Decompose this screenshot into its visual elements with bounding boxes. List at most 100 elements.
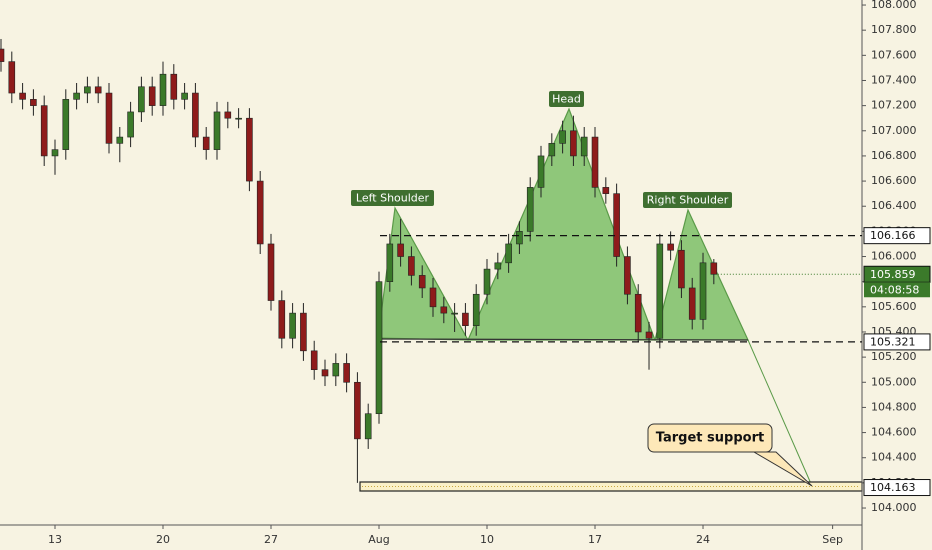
candle-body — [192, 92, 199, 138]
label-box — [643, 192, 732, 208]
candle-body — [678, 249, 685, 289]
x-tick-label: 17 — [588, 533, 602, 546]
label-box — [351, 190, 434, 206]
y-tick-label: 107.400 — [871, 73, 917, 86]
candle-body — [462, 312, 469, 326]
labels: Left Shoulder Head Right Shoulder Target… — [351, 91, 813, 487]
annotation: Right Shoulder — [647, 194, 729, 207]
y-tick-label: 106.400 — [871, 199, 917, 212]
x-tick-label: Sep — [822, 533, 843, 546]
candle-body — [364, 413, 372, 440]
x-tick-label: 24 — [696, 533, 710, 546]
candle-body — [548, 143, 556, 157]
price-tag — [863, 227, 931, 245]
y-tick-label: 104.800 — [871, 400, 917, 413]
callout — [647, 423, 813, 487]
candle-body — [40, 105, 48, 157]
candle-body — [62, 99, 70, 150]
candle-body — [127, 111, 134, 138]
candle-body — [472, 293, 480, 326]
candle-body — [624, 256, 631, 295]
candle-body — [591, 136, 599, 188]
x-tick-label: 27 — [264, 533, 278, 546]
candle-body — [246, 117, 253, 182]
candle-body — [667, 243, 674, 251]
x-tick-label: 20 — [156, 533, 170, 546]
annotation: Target support — [656, 431, 764, 446]
y-tick-label: 106.600 — [871, 174, 917, 187]
y-tick-label: 104.000 — [871, 501, 917, 514]
candle-body — [505, 243, 512, 264]
candle-body — [170, 73, 178, 100]
candle-body — [289, 312, 296, 339]
candle-body — [213, 111, 221, 150]
x-tick-label: 13 — [48, 533, 62, 546]
candle-body — [688, 287, 696, 320]
candle-body — [440, 306, 448, 314]
candle-body — [159, 73, 167, 106]
price-tag-label: 104.163 — [870, 481, 916, 494]
y-tick-label: 107.000 — [871, 124, 917, 137]
candle-body — [105, 92, 113, 144]
candle-body — [559, 130, 566, 144]
y-tick-label: 107.600 — [871, 48, 917, 61]
candle-body — [51, 149, 59, 157]
candle-body — [537, 155, 545, 188]
neckline — [377, 338, 749, 341]
price-tag-label: 106.166 — [870, 229, 916, 242]
candle-body — [699, 262, 707, 320]
price-tag-label: 105.859 — [870, 268, 916, 281]
x-tick-label: 10 — [480, 533, 494, 546]
candle-body — [429, 287, 437, 308]
candle-body — [526, 187, 534, 232]
y-tick-label: 104.400 — [871, 451, 917, 464]
y-tick-label: 107.200 — [871, 99, 917, 112]
y-tick-label: 108.000 — [871, 0, 917, 11]
annotation: Head — [552, 93, 581, 106]
candle-body — [235, 117, 242, 120]
candle-body — [451, 312, 458, 315]
candle-body — [332, 363, 340, 377]
countdown-box — [864, 282, 930, 298]
candle-body — [321, 369, 329, 377]
candle-body — [397, 243, 404, 257]
y-tick-label: 107.800 — [871, 23, 917, 36]
candle-body — [634, 293, 642, 333]
candle-body — [300, 312, 307, 352]
x-tick-label: Aug — [368, 533, 389, 546]
candle-body — [19, 92, 26, 100]
candle-body — [256, 180, 264, 245]
candle-body — [386, 243, 394, 282]
candle-body — [8, 61, 16, 94]
candle-body — [278, 300, 286, 339]
candle-body — [202, 136, 210, 150]
candle-body — [710, 262, 718, 275]
candle-body — [0, 48, 5, 62]
candle-body — [570, 130, 577, 157]
candle-body — [494, 262, 502, 270]
candle-body — [645, 331, 653, 339]
countdown: 04:08:58 — [870, 283, 919, 296]
annotation: Left Shoulder — [356, 192, 430, 205]
y-tick-label: 105.000 — [871, 375, 917, 388]
candle-body — [408, 256, 415, 276]
candle-body — [138, 86, 145, 113]
candle-body — [94, 86, 102, 94]
candle-body — [516, 231, 523, 245]
candle-body — [148, 86, 156, 106]
price-tag-label: 105.321 — [870, 335, 916, 348]
price-tag — [863, 479, 931, 497]
candle-body — [181, 92, 188, 100]
label-box — [549, 91, 584, 107]
y-tick-label: 106.800 — [871, 149, 917, 162]
y-tick-label: 104.600 — [871, 426, 917, 439]
candle-body — [375, 281, 383, 415]
candle-body — [73, 92, 80, 100]
candle-body — [343, 363, 350, 383]
y-tick-label: 105.200 — [871, 350, 917, 363]
candle-body — [84, 86, 91, 94]
candle-body — [354, 381, 361, 440]
candle-body — [483, 268, 491, 295]
